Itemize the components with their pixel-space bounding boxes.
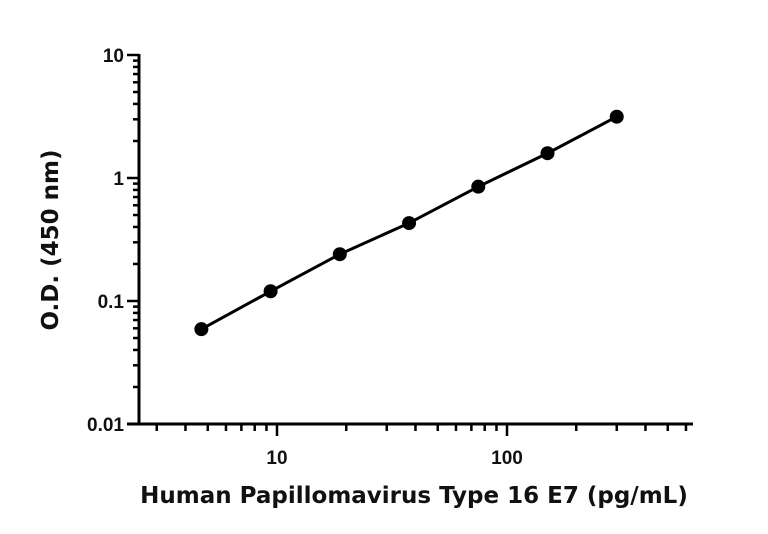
data-point-marker — [471, 179, 486, 194]
data-point-marker — [332, 247, 347, 262]
y-axis-title: O.D. (450 nm) — [38, 149, 64, 330]
data-point-marker — [540, 146, 555, 161]
data-point-marker — [263, 284, 278, 299]
data-point-marker — [402, 216, 417, 231]
x-axis-title: Human Papillomavirus Type 16 E7 (pg/mL) — [140, 483, 688, 509]
y-tick-label: 10 — [103, 46, 124, 67]
y-tick-label: 0.01 — [87, 415, 124, 436]
y-tick-label: 1 — [113, 169, 124, 190]
y-tick-label: 0.1 — [98, 292, 125, 313]
data-point-marker — [194, 322, 209, 337]
x-tick-label: 10 — [266, 448, 287, 469]
plot-area — [194, 109, 624, 337]
axes: 0.01 0.1 1 10 10 100 — [87, 46, 693, 469]
data-point-marker — [609, 109, 624, 124]
x-tick-label: 100 — [491, 448, 523, 469]
